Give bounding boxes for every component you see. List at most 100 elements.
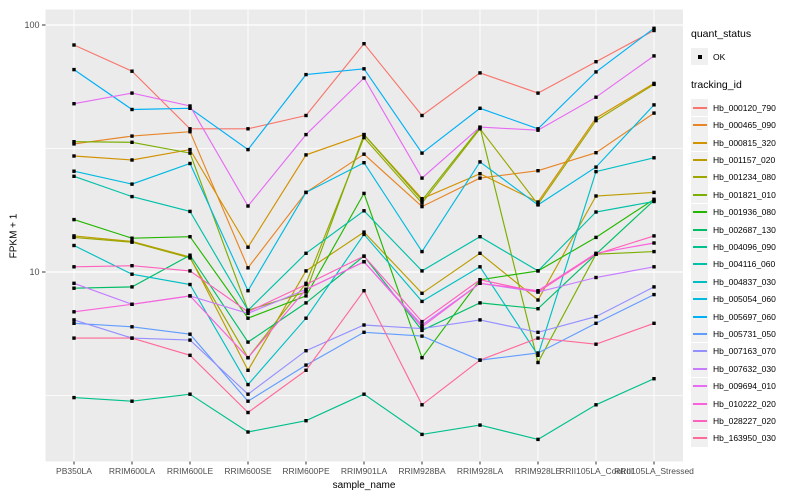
legend-key-Hb_000120_790: Hb_000120_790 [691,99,799,117]
legend-key-swatch [691,377,708,395]
x-tick-label: RRII105LA_Stressed [614,466,694,476]
data-point [536,360,540,365]
data-point [362,161,366,165]
data-point [536,330,540,334]
data-point [188,161,192,166]
data-point [420,269,424,273]
data-point [130,325,134,329]
data-point [188,353,192,357]
legend-key-Hb_004837_030: Hb_004837_030 [691,273,799,291]
data-point [246,410,250,415]
data-point [478,106,482,110]
data-point [72,336,76,340]
data-point [536,269,540,273]
x-tick-label: RRIM600LE [167,466,214,476]
data-point [304,190,308,195]
data-point [652,292,656,297]
legend-key-swatch [691,203,708,221]
data-point [420,201,424,205]
legend-key-swatch [691,360,708,378]
data-point [536,169,540,173]
data-point [188,392,192,396]
data-points [72,26,656,442]
data-point [362,330,366,334]
legend-key-swatch [691,412,708,430]
data-point [594,275,598,280]
data-point [246,430,250,434]
data-point [188,209,192,214]
data-point [594,321,598,325]
legend-key-label: Hb_000815_320 [713,137,776,148]
x-tick-label: RRIM901LA [341,466,388,476]
data-point [420,326,424,331]
legend-key-Hb_000465_090: Hb_000465_090 [691,116,799,134]
point-marker-icon [697,54,702,59]
data-point [536,200,540,204]
data-point [246,316,250,320]
data-point [420,325,424,329]
data-point [188,147,192,152]
data-point [594,116,598,120]
x-tick-label: RRIM600PE [282,466,330,476]
data-point [130,399,134,403]
data-point [304,290,308,294]
data-point [420,113,424,118]
legend-line-icon [692,228,707,231]
legend-key-Hb_007163_070: Hb_007163_070 [691,342,799,360]
data-point [362,232,366,237]
data-point [362,191,366,196]
legend-key-label: Hb_001821_010 [713,189,776,200]
data-point [420,432,424,437]
data-point [130,140,134,144]
data-point [72,281,76,285]
data-point [478,125,482,129]
data-point [246,340,250,344]
data-point [594,151,598,155]
data-point [188,151,192,155]
data-point [362,254,366,258]
data-point [188,294,192,298]
data-point [304,287,308,292]
data-point [420,319,424,324]
data-point [72,217,76,222]
data-point [130,158,134,162]
data-point [246,356,250,360]
data-point [420,299,424,304]
data-point [420,334,424,338]
legend-key-Hb_163950_030: Hb_163950_030 [691,429,799,447]
data-point [536,437,540,442]
legend-key-Hb_007632_030: Hb_007632_030 [691,360,799,378]
data-point [420,204,424,209]
data-point [304,153,308,157]
legend-key-label: Hb_000465_090 [713,120,776,131]
data-point [652,377,656,381]
data-point [536,336,540,340]
x-tick-label: RRII105LA_Control [559,466,633,476]
data-point [478,358,482,362]
legend-line-icon [692,124,707,127]
legend-key-label: Hb_004096_090 [713,242,776,253]
data-point [188,104,192,108]
data-point [362,323,366,327]
data-point [652,199,656,204]
data-point [652,285,656,289]
legend-key-label: Hb_002687_130 [713,224,776,235]
legend-line-icon [692,193,707,196]
data-point [72,286,76,290]
data-point [130,240,134,244]
data-point [72,174,76,178]
data-point [652,249,656,254]
legend-quant-status-title: quant_status [691,28,752,40]
legend-key-Hb_002687_130: Hb_002687_130 [691,221,799,239]
data-point [478,301,482,305]
data-point [652,321,656,325]
data-point [594,95,598,99]
legend-line-icon [692,315,707,318]
data-point [594,169,598,174]
data-point [72,102,76,106]
legend-quant-status: quant_status OK [691,28,799,65]
legend-key-label: Hb_005731_050 [713,328,776,339]
data-point [72,67,76,72]
data-point [478,318,482,322]
